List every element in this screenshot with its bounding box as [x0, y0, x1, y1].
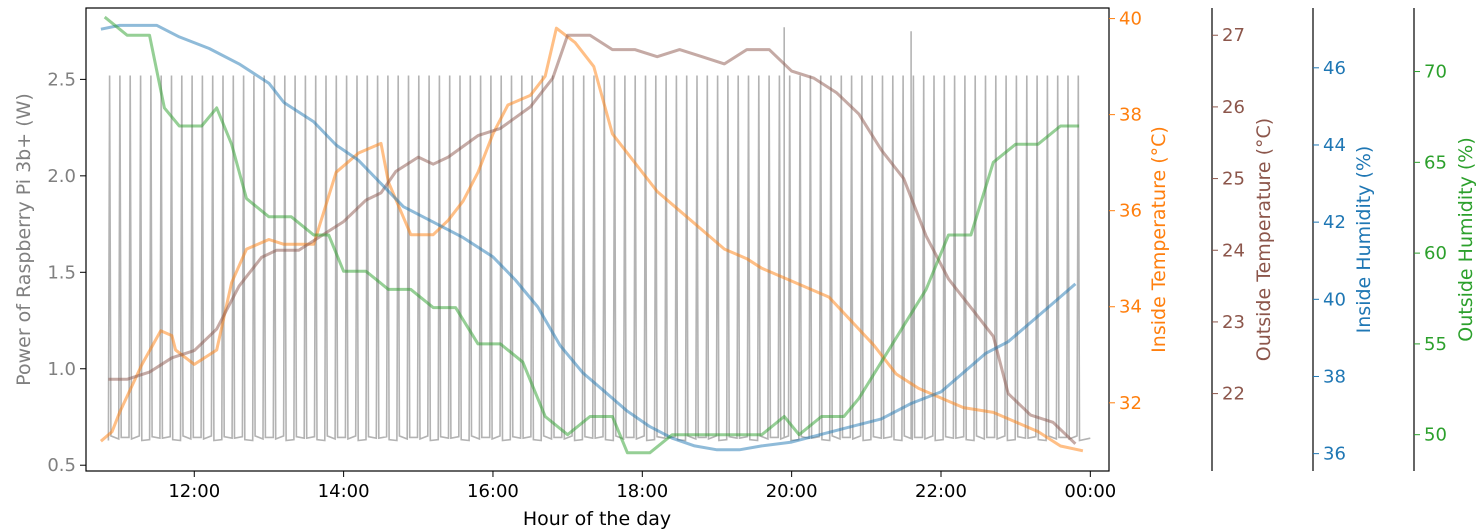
y-tick-label-inside-hum: 46	[1323, 58, 1346, 79]
y-tick-label-power: 2.5	[47, 69, 76, 90]
y-tick-label-outside-hum: 70	[1424, 62, 1447, 83]
right-y-axes: 32 34 36 38 40 Inside Temperature (°C) 22 23 24 2…	[1109, 8, 1477, 471]
y-tick-label-outside-hum: 65	[1424, 152, 1447, 173]
axis-title-inside-hum: Inside Humidity (%)	[1353, 146, 1375, 334]
y-tick-label-inside-hum: 40	[1323, 289, 1346, 310]
y-tick-label-power: 2.0	[47, 166, 76, 187]
y-tick-label-power: 0.5	[47, 455, 76, 476]
y-tick-label-inside-temp: 40	[1119, 9, 1142, 30]
series-line-power	[107, 27, 1091, 442]
series-line-outside-hum	[103, 15, 1080, 455]
y-tick-label-outside-temp: 25	[1222, 169, 1245, 190]
y-tick-label-inside-hum: 42	[1323, 212, 1346, 233]
x-tick-label: 00:00	[1064, 481, 1116, 502]
y-tick-label-inside-temp: 32	[1119, 393, 1142, 414]
y-tick-label-power: 1.0	[47, 359, 76, 380]
y-tick-label-outside-temp: 23	[1222, 312, 1245, 333]
x-tick-label: 12:00	[168, 481, 220, 502]
y-tick-label-power: 1.5	[47, 262, 76, 283]
axis-title-outside-hum: Outside Humidity (%)	[1455, 137, 1477, 341]
x-tick-label: 22:00	[915, 481, 967, 502]
y-tick-label-inside-temp: 36	[1119, 201, 1142, 222]
x-tick-label: 18:00	[616, 481, 668, 502]
y-tick-label-outside-temp: 27	[1222, 25, 1245, 46]
plot-content	[99, 15, 1091, 455]
y-tick-label-outside-hum: 60	[1424, 243, 1447, 264]
y-tick-label-inside-hum: 38	[1323, 366, 1346, 387]
axis-title-power: Power of Raspberry Pi 3b+ (W)	[13, 93, 35, 386]
plot-frame	[85, 7, 1110, 472]
axis-title-outside-temp: Outside Temperature (°C)	[1253, 118, 1275, 361]
y-tick-label-outside-temp: 22	[1222, 384, 1245, 405]
y-tick-label-outside-temp: 24	[1222, 240, 1245, 261]
y-tick-label-inside-hum: 36	[1323, 444, 1346, 465]
y-tick-label-outside-hum: 50	[1424, 425, 1447, 446]
x-tick-label: 20:00	[766, 481, 818, 502]
y-tick-label-outside-hum: 55	[1424, 334, 1447, 355]
y-tick-label-inside-temp: 38	[1119, 105, 1142, 126]
y-tick-label-outside-temp: 26	[1222, 97, 1245, 118]
axis-title-inside-temp: Inside Temperature (°C)	[1148, 126, 1170, 353]
series-line-outside-temp	[108, 33, 1077, 445]
series-line-inside-hum	[100, 23, 1077, 452]
y-tick-label-inside-temp: 34	[1119, 297, 1142, 318]
x-tick-label: 14:00	[318, 481, 370, 502]
x-axis: 12:00 14:00 16:00 18:00 20:00 22:00 00:00	[168, 471, 1116, 502]
left-y-axis: 0.5 1.0 1.5 2.0 2.5 Power of Raspberry Pi 3b+…	[13, 69, 86, 476]
x-tick-label: 16:00	[467, 481, 519, 502]
y-tick-label-inside-hum: 44	[1323, 135, 1346, 156]
x-axis-title: Hour of the day	[523, 508, 671, 530]
